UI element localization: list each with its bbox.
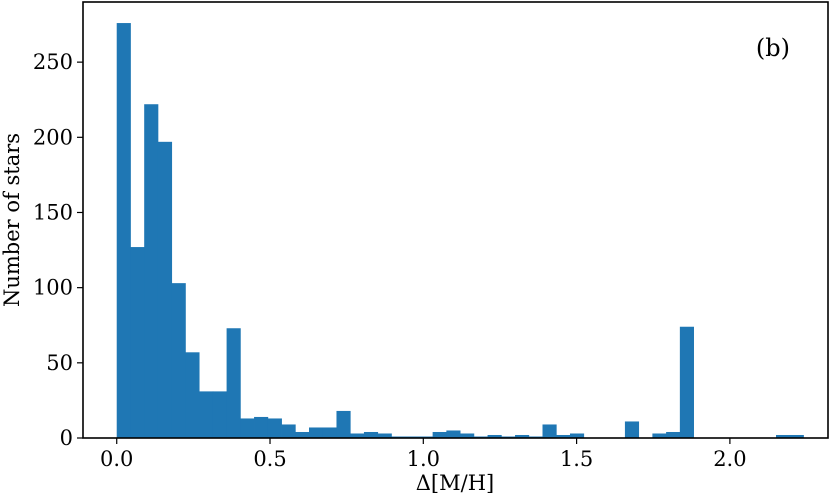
- histogram-bar: [487, 434, 502, 438]
- histogram-bar: [185, 352, 200, 438]
- x-tick-label: 2.0: [713, 447, 746, 471]
- histogram-bar: [776, 434, 791, 438]
- histogram-bar: [679, 326, 694, 438]
- x-axis-ticks: 0.0 0.5 1.0 1.5 2.0: [100, 438, 747, 471]
- y-tick-label: 250: [33, 50, 73, 74]
- x-tick-label: 0.5: [253, 447, 286, 471]
- y-axis-ticks: 0 50 100 150 200 250: [33, 50, 83, 450]
- y-tick-label: 200: [33, 125, 73, 149]
- histogram-bar: [322, 427, 337, 438]
- histogram-bar: [240, 418, 255, 438]
- histogram-bars: [116, 23, 804, 439]
- histogram-bar: [542, 424, 557, 438]
- histogram-bar: [212, 391, 227, 438]
- histogram-bar: [267, 418, 282, 438]
- histogram-bar: [446, 430, 461, 438]
- histogram-bar: [460, 433, 475, 438]
- x-tick-label: 1.5: [560, 447, 593, 471]
- plot-frame: [82, 1, 829, 439]
- x-axis-label: Δ[M/H]: [416, 471, 494, 495]
- x-tick-label: 0.0: [100, 447, 133, 471]
- histogram-bar: [226, 328, 241, 438]
- histogram-bar: [144, 104, 159, 438]
- histogram-bar: [295, 431, 310, 438]
- histogram-bar: [666, 431, 681, 438]
- histogram-bar: [377, 433, 392, 438]
- histogram-bar: [569, 433, 585, 438]
- histogram-bar: [116, 23, 131, 439]
- histogram-bar: [789, 434, 804, 438]
- histogram-bar: [199, 391, 214, 438]
- panel-label: (b): [756, 34, 790, 62]
- x-tick-label: 1.0: [407, 447, 440, 471]
- histogram-bar: [171, 283, 186, 438]
- histogram-bar: [515, 434, 530, 438]
- histogram-bar: [350, 433, 365, 438]
- y-tick-label: 100: [33, 276, 73, 300]
- histogram-bar: [130, 247, 145, 438]
- y-tick-label: 150: [33, 200, 73, 224]
- histogram-bar: [363, 431, 379, 438]
- histogram-bar: [157, 141, 173, 438]
- histogram-bar: [624, 421, 640, 438]
- histogram-bar: [432, 431, 447, 438]
- y-tick-label: 50: [46, 351, 73, 375]
- y-tick-label: 0: [60, 426, 73, 450]
- histogram-bar: [309, 427, 324, 438]
- histogram-bar: [336, 410, 351, 438]
- histogram-bar: [254, 416, 269, 438]
- y-axis-label: Number of stars: [0, 133, 24, 307]
- histogram-bar: [281, 424, 296, 438]
- histogram-bar: [652, 433, 667, 438]
- histogram-bar: [556, 434, 571, 438]
